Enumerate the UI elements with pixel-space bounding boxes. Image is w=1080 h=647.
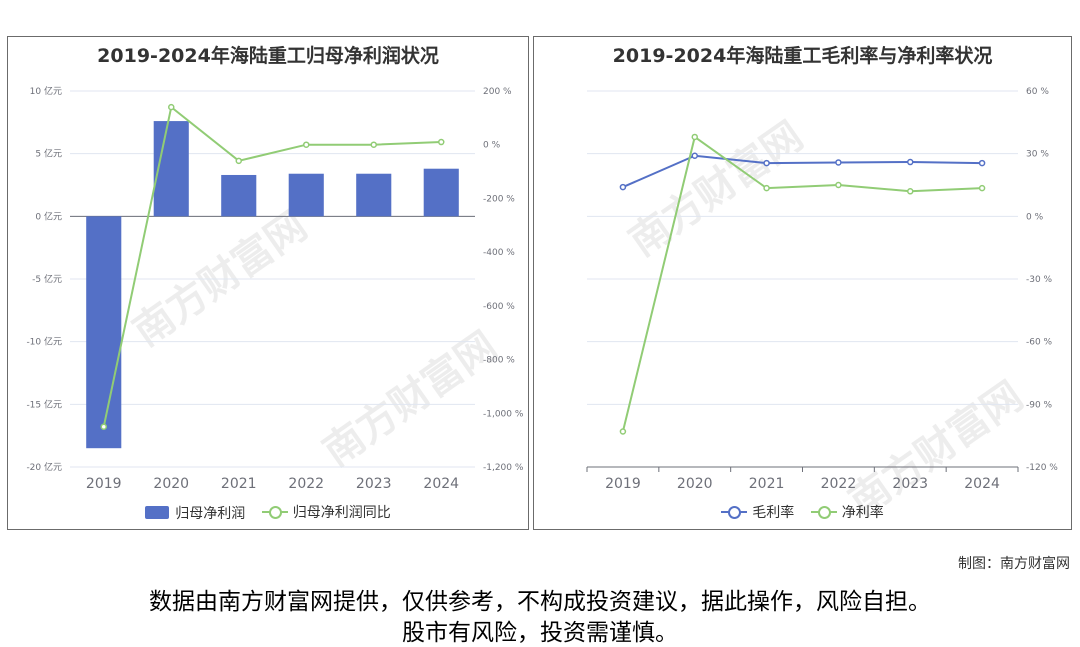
chart-credit: 制图：南方财富网	[958, 556, 1070, 572]
bar-net-profit	[423, 168, 459, 217]
legend-item-net-profit-yoy[interactable]: 归母净利润同比	[261, 502, 391, 522]
point-net-margin	[619, 428, 627, 435]
y-right-tick-label: -200 %	[483, 194, 515, 204]
y-right-tick-label: 30 %	[1026, 150, 1049, 160]
point-net-margin	[691, 133, 698, 141]
x-tick-label: 2022	[821, 476, 857, 492]
legend-item-net-margin[interactable]: 净利率	[810, 502, 884, 522]
legend-line-swatch	[261, 505, 288, 519]
chart-title: 2019-2024年海陆重工毛利率与净利率状况	[612, 45, 993, 67]
y-left-tick-label: 5 亿元	[35, 148, 62, 160]
y-left-tick-label: -15 亿元	[26, 398, 62, 410]
point-net-margin	[907, 188, 914, 195]
x-tick-label: 2019	[605, 476, 641, 492]
y-left-tick-label: -5 亿元	[32, 273, 62, 285]
point-net-profit-yoy	[303, 141, 310, 148]
bar-net-profit	[86, 216, 122, 449]
legend-line-swatch	[810, 505, 837, 519]
x-tick-label: 2019	[86, 476, 122, 492]
net-profit-chart-panel: 南方财富网 南方财富网 2019-2024年海陆重工归母净利润状况 10 亿元 5…	[7, 36, 529, 530]
y-right-tick-label: 200 %	[483, 87, 512, 97]
y-right-tick-label: -120 %	[1026, 463, 1058, 473]
x-tick-label: 2020	[677, 476, 713, 492]
chart-legend: 毛利率 净利率	[534, 502, 1071, 523]
legend-bar-swatch	[145, 506, 170, 519]
y-left-tick-label: 10 亿元	[30, 85, 62, 97]
point-net-profit-yoy	[168, 103, 175, 111]
disclaimer-line-1: 数据由南方财富网提供，仅供参考，不构成投资建议，据此操作，风险自担。	[149, 589, 931, 615]
line-net-profit-yoy	[102, 105, 442, 427]
point-net-margin	[978, 184, 986, 192]
x-tick-label: 2024	[423, 476, 459, 492]
point-gross-margin	[763, 159, 770, 167]
chart-title: 2019-2024年海陆重工归母净利润状况	[97, 45, 439, 67]
point-net-margin	[763, 184, 770, 192]
margin-chart-panel: 南方财富网 南方财富网 2019-2024年海陆重工毛利率与净利率状况 60 %…	[533, 36, 1072, 530]
point-net-margin	[835, 181, 842, 189]
point-gross-margin	[619, 183, 627, 191]
point-gross-margin	[907, 158, 914, 166]
y-left-tick-label: -20 亿元	[26, 461, 62, 473]
legend-label: 毛利率	[752, 505, 795, 521]
y-right-tick-label: 0 %	[1026, 212, 1044, 222]
point-gross-margin	[691, 152, 698, 160]
disclaimer-line-2: 股市有风险，投资需谨慎。	[402, 620, 678, 646]
line-net-margin	[621, 135, 983, 432]
bar-net-profit	[221, 174, 257, 217]
point-net-profit-yoy	[100, 423, 107, 430]
x-tick-label: 2022	[288, 476, 324, 492]
y-right-tick-label: -30 %	[1026, 275, 1053, 285]
y-right-tick-label: -1,200 %	[483, 463, 524, 473]
x-tick-label: 2024	[964, 476, 1000, 492]
y-right-tick-label: 60 %	[1026, 87, 1049, 97]
y-right-tick-label: 0 %	[483, 141, 501, 151]
y-right-tick-label: -600 %	[483, 302, 515, 312]
bar-net-profit	[153, 121, 189, 217]
point-net-profit-yoy	[370, 141, 377, 148]
y-right-tick-label: -60 %	[1026, 338, 1053, 348]
x-tick-label: 2023	[356, 476, 392, 492]
y-right-tick-label: -800 %	[483, 356, 515, 366]
line-gross-margin	[622, 154, 983, 189]
legend-label: 净利率	[841, 505, 884, 521]
y-left-tick-label: -10 亿元	[26, 336, 62, 348]
legend-label: 归母净利润同比	[292, 505, 391, 521]
point-gross-margin	[978, 159, 986, 167]
x-tick-label: 2023	[892, 476, 928, 492]
point-gross-margin	[835, 159, 842, 166]
x-tick-label: 2020	[153, 476, 189, 492]
x-tick-label: 2021	[221, 476, 257, 492]
point-net-profit-yoy	[438, 138, 445, 146]
x-tick-label: 2021	[749, 476, 785, 492]
chart-legend: 归母净利润 归母净利润同比	[8, 502, 528, 523]
point-net-profit-yoy	[235, 157, 242, 165]
y-right-tick-label: -400 %	[483, 248, 515, 258]
y-left-tick-label: 0 亿元	[35, 210, 62, 222]
legend-line-swatch	[721, 505, 748, 519]
legend-label: 归母净利润	[175, 505, 246, 522]
net-profit-chart-svg: 10 亿元 5 亿元 0 亿元 -5 亿元 -10 亿元 -15 亿元 -20 亿元 200 …	[26, 85, 524, 492]
legend-item-gross-margin[interactable]: 毛利率	[721, 502, 794, 522]
legend-item-net-profit[interactable]: 归母净利润	[145, 503, 245, 523]
bar-net-profit	[356, 173, 392, 217]
y-right-tick-label: -1,000 %	[483, 409, 524, 419]
margin-chart-svg: 60 % 30 % 0 % -30 % -60 % -90 % -120 % 2019 2020…	[586, 87, 1058, 492]
y-right-tick-label: -90 %	[1026, 400, 1053, 410]
bar-net-profit	[288, 173, 324, 217]
